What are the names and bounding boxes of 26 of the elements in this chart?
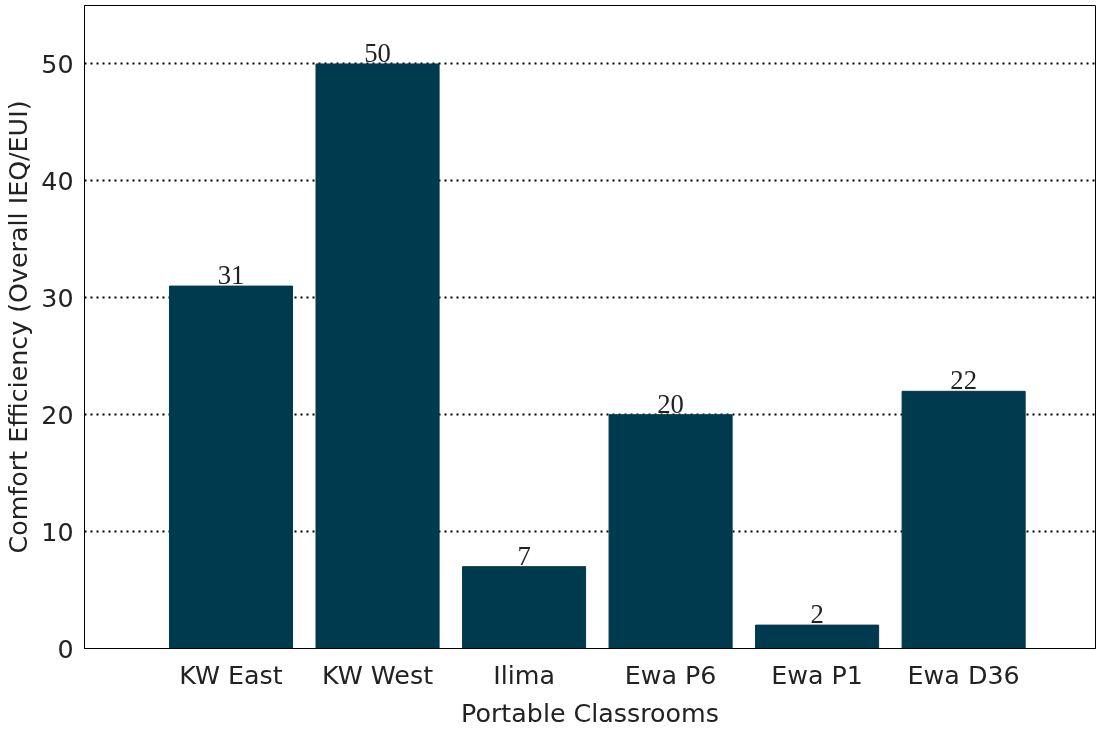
- data-label: 31: [217, 260, 245, 291]
- bar: [315, 63, 440, 649]
- data-label: 7: [517, 540, 531, 571]
- x-tick-label: KW West: [322, 659, 434, 690]
- x-tick-label: Ewa D36: [907, 659, 1020, 690]
- x-tick-label: Ewa P6: [624, 659, 717, 690]
- y-tick-label: 10: [41, 516, 74, 547]
- x-axis-title: Portable Classrooms: [461, 697, 719, 728]
- data-label: 50: [364, 37, 391, 68]
- y-tick-label: 30: [41, 282, 74, 313]
- y-tick-label: 0: [57, 633, 74, 664]
- bar: [462, 566, 587, 649]
- y-tick-label: 40: [41, 165, 74, 196]
- bar: [755, 624, 880, 649]
- x-tick-label: Ilima: [493, 659, 555, 690]
- x-tick-label: Ewa P1: [771, 659, 863, 690]
- y-tick-label: 20: [41, 399, 74, 430]
- data-label: 20: [657, 388, 684, 419]
- data-label: 22: [950, 365, 977, 396]
- bar: [608, 414, 733, 649]
- x-tick-label: KW East: [179, 659, 283, 690]
- y-axis-title: Comfort Efficiency (Overall IEQ/EUI): [3, 100, 34, 554]
- data-label: 2: [810, 599, 824, 630]
- bar: [901, 390, 1026, 649]
- y-tick-label: 50: [41, 48, 74, 79]
- bar: [168, 285, 294, 649]
